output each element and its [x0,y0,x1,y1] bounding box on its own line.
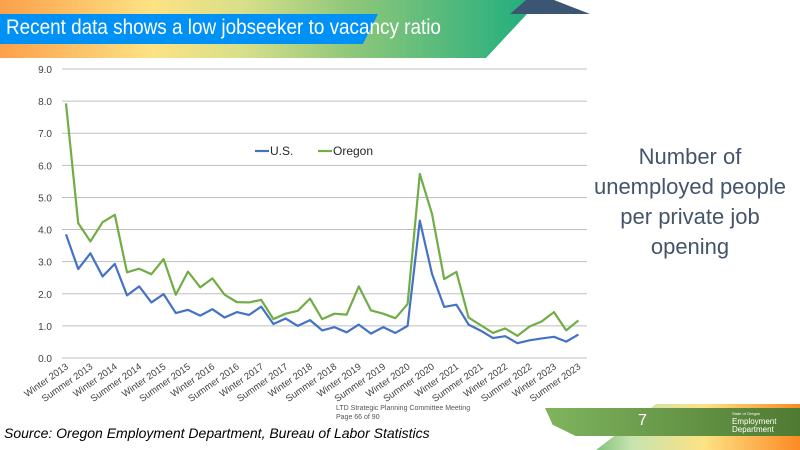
source-note: Source: Oregon Employment Department, Bu… [4,425,430,441]
legend-label: Oregon [333,144,373,158]
series-line-us [64,219,579,345]
logo-line1: Employment [732,417,777,426]
y-tick-label: 6.0 [38,161,52,172]
y-tick-label: 7.0 [38,129,52,140]
page-label: Page 66 of 90 [336,414,380,421]
y-tick-label: 1.0 [38,322,52,333]
y-tick-label: 3.0 [38,258,52,269]
meeting-label: LTD Strategic Planning Committee Meeting [336,405,471,412]
title-banner [0,14,378,44]
slide-title: Recent data shows a low jobseeker to vac… [6,16,441,39]
y-tick-label: 4.0 [38,226,52,237]
employment-department-logo: State of Oregon Employment Department [732,410,776,434]
y-tick-label: 2.0 [38,290,52,301]
logo-small-text: State of Oregon [732,411,761,416]
footer-band [545,408,800,436]
y-tick-label: 5.0 [38,193,52,204]
y-tick-label: 9.0 [38,65,52,76]
series-line-oregon [64,103,580,337]
legend-label: U.S. [270,144,293,158]
logo-line2: Department [732,425,774,434]
y-tick-label: 8.0 [38,97,52,108]
slide-number: 7 [638,412,647,429]
side-caption: Number of unemployed people per private … [593,144,787,259]
y-tick-label: 0.0 [38,354,52,365]
